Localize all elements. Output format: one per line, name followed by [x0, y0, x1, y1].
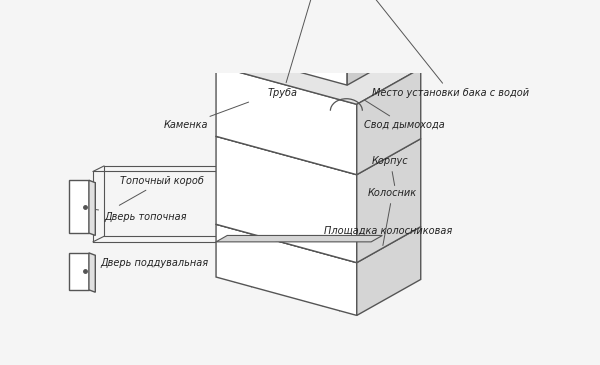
Polygon shape [216, 100, 421, 175]
Text: Каменка: Каменка [164, 102, 248, 130]
Text: Труба: Труба [268, 0, 311, 98]
Polygon shape [216, 30, 421, 104]
Polygon shape [277, 0, 347, 85]
Polygon shape [216, 188, 421, 263]
Text: Корпус: Корпус [372, 156, 409, 185]
Text: Топочный короб: Топочный короб [119, 176, 204, 205]
Polygon shape [69, 180, 89, 233]
Text: Площадка колосниковая: Площадка колосниковая [324, 226, 452, 239]
Polygon shape [357, 227, 421, 315]
Polygon shape [216, 136, 357, 263]
Text: Дверь топочная: Дверь топочная [80, 207, 187, 222]
Polygon shape [89, 253, 95, 292]
Text: Свод дымохода: Свод дымохода [364, 100, 445, 130]
Text: Дверь поддувальная: Дверь поддувальная [80, 258, 208, 271]
Text: Колосник: Колосник [368, 188, 417, 246]
Polygon shape [89, 180, 95, 235]
Polygon shape [357, 139, 421, 263]
Polygon shape [69, 253, 89, 290]
Polygon shape [347, 0, 373, 85]
Polygon shape [357, 68, 421, 175]
Polygon shape [216, 66, 357, 175]
Polygon shape [216, 235, 382, 242]
Text: Место установки бака с водой: Место установки бака с водой [372, 0, 529, 98]
Polygon shape [216, 224, 357, 315]
